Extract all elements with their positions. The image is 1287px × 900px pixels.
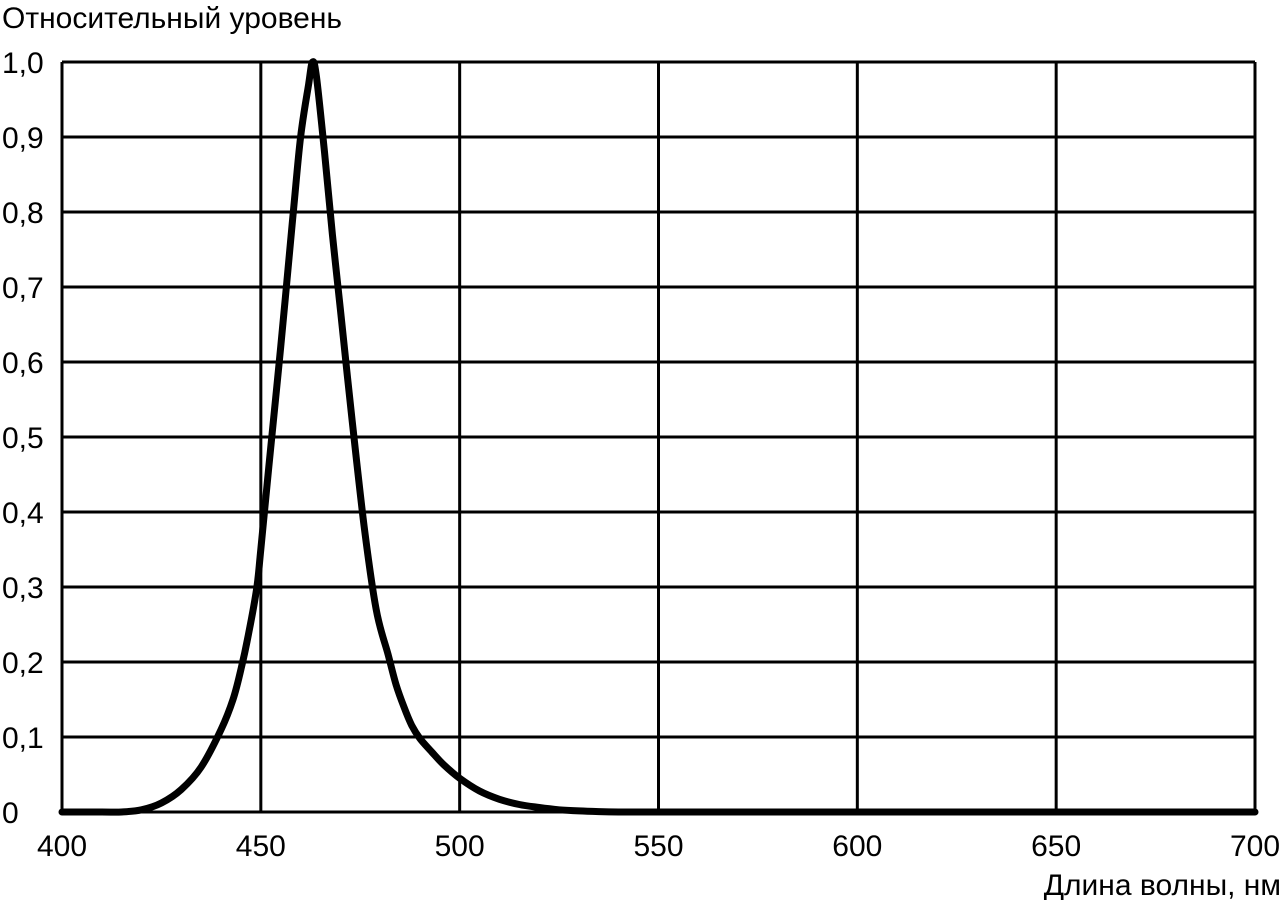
x-tick-label: 700: [1230, 830, 1280, 863]
y-tick-label: 0,7: [2, 272, 44, 305]
x-tick-label: 650: [1031, 830, 1081, 863]
spectrum-line: [58, 58, 1259, 816]
y-tick-label: 1,0: [2, 47, 44, 80]
y-tick-labels: 0 0,1 0,2 0,3 0,4 0,5 0,6 0,7 0,8 0,9 1,0: [2, 47, 44, 830]
series-group: [58, 58, 1259, 816]
x-tick-label: 450: [236, 830, 286, 863]
y-tick-label: 0,8: [2, 197, 44, 230]
y-tick-label: 0,9: [2, 122, 44, 155]
x-axis-title: Длина волны, нм: [1044, 869, 1281, 900]
y-tick-label: 0,3: [2, 572, 44, 605]
x-tick-label: 600: [832, 830, 882, 863]
x-tick-label: 500: [435, 830, 485, 863]
y-tick-label: 0: [2, 797, 19, 830]
y-tick-label: 0,6: [2, 347, 44, 380]
y-tick-label: 0,1: [2, 722, 44, 755]
x-tick-labels: 400 450 500 550 600 650 700: [37, 830, 1280, 863]
y-axis-title: Относительный уровень: [2, 2, 342, 35]
x-tick-label: 550: [633, 830, 683, 863]
grid-lines: [60, 60, 1257, 814]
y-tick-label: 0,4: [2, 497, 44, 530]
y-tick-label: 0,5: [2, 422, 44, 455]
y-tick-label: 0,2: [2, 647, 44, 680]
x-tick-label: 400: [37, 830, 87, 863]
